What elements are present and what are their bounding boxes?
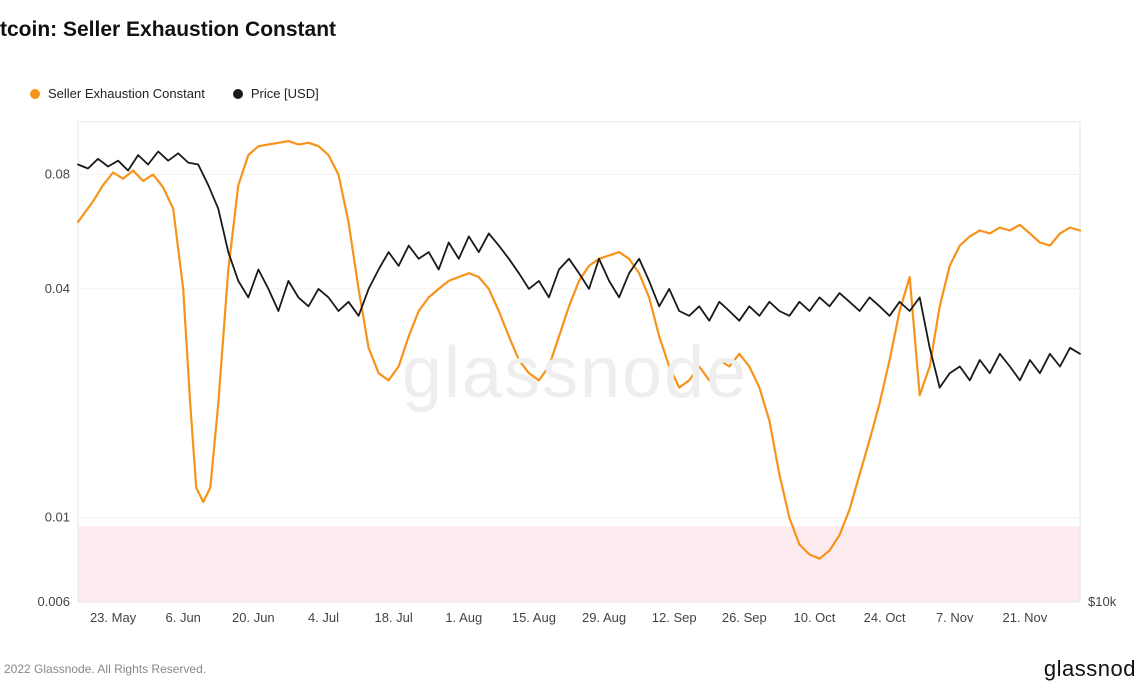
legend-label-price: Price [USD] <box>251 86 319 101</box>
svg-text:10. Oct: 10. Oct <box>794 610 836 625</box>
brand-logo: glassnod <box>1044 656 1136 682</box>
svg-text:12. Sep: 12. Sep <box>652 610 697 625</box>
svg-text:4. Jul: 4. Jul <box>308 610 339 625</box>
legend-dot-price <box>233 89 243 99</box>
svg-text:0.01: 0.01 <box>45 510 70 525</box>
svg-text:20. Jun: 20. Jun <box>232 610 275 625</box>
svg-text:18. Jul: 18. Jul <box>374 610 412 625</box>
legend-dot-sec <box>30 89 40 99</box>
legend-item-price: Price [USD] <box>233 86 319 101</box>
svg-text:7. Nov: 7. Nov <box>936 610 974 625</box>
svg-text:21. Nov: 21. Nov <box>1002 610 1047 625</box>
svg-text:0.04: 0.04 <box>45 281 70 296</box>
svg-text:23. May: 23. May <box>90 610 137 625</box>
svg-text:0.006: 0.006 <box>37 594 70 609</box>
svg-text:15. Aug: 15. Aug <box>512 610 556 625</box>
chart-svg: 0.006 0.01 0.04 0.08 $10k 23. May 6. Jun 20. Ju… <box>30 112 1120 634</box>
legend-item-sec: Seller Exhaustion Constant <box>30 86 205 101</box>
chart-container: glassnode 0.0060.010.040.08$10k23. May6.… <box>30 112 1120 634</box>
svg-text:6. Jun: 6. Jun <box>165 610 200 625</box>
legend-label-sec: Seller Exhaustion Constant <box>48 86 205 101</box>
footer: 2022 Glassnode. All Rights Reserved. gla… <box>0 656 1140 682</box>
svg-text:$10k: $10k <box>1088 594 1117 609</box>
svg-text:24. Oct: 24. Oct <box>864 610 906 625</box>
copyright-text: 2022 Glassnode. All Rights Reserved. <box>4 662 206 676</box>
svg-text:26. Sep: 26. Sep <box>722 610 767 625</box>
svg-text:1. Aug: 1. Aug <box>445 610 482 625</box>
page-title: tcoin: Seller Exhaustion Constant <box>0 18 336 42</box>
svg-text:0.08: 0.08 <box>45 167 70 182</box>
svg-text:29. Aug: 29. Aug <box>582 610 626 625</box>
chart-legend: Seller Exhaustion Constant Price [USD] <box>30 86 319 101</box>
